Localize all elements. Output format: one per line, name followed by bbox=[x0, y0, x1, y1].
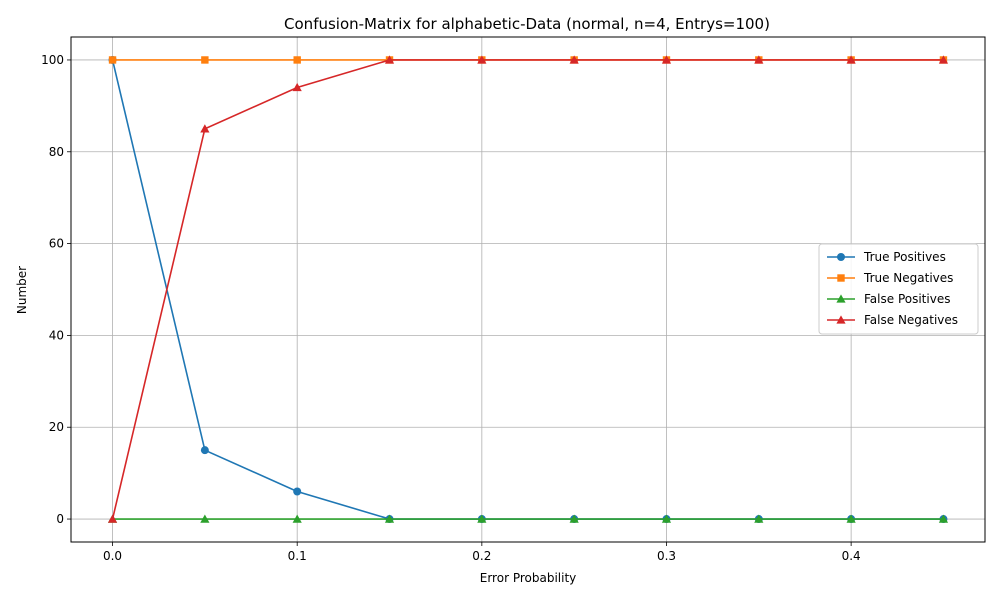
data-point-false-positives bbox=[661, 514, 672, 523]
data-point-false-positives bbox=[846, 514, 856, 523]
data-point-true-negatives bbox=[293, 56, 301, 64]
data-point-false-positives bbox=[938, 514, 949, 523]
y-tick-label: 20 bbox=[49, 420, 64, 434]
data-point-false-positives bbox=[384, 514, 395, 523]
legend-label: True Negatives bbox=[863, 271, 953, 285]
data-point-false-positives bbox=[292, 514, 302, 523]
x-tick-label: 0.0 bbox=[103, 549, 122, 563]
data-point-false-negatives bbox=[661, 55, 672, 64]
data-point-true-positives bbox=[200, 446, 209, 455]
data-point-false-negatives bbox=[292, 82, 302, 92]
legend-marker bbox=[836, 294, 846, 303]
legend-box bbox=[818, 243, 979, 335]
x-axis-label: Error Probability bbox=[480, 571, 577, 585]
data-point-false-negatives bbox=[384, 55, 395, 64]
data-point-false-negatives bbox=[938, 55, 949, 64]
data-point-false-negatives bbox=[107, 514, 118, 523]
y-tick-label: 0 bbox=[56, 512, 64, 526]
data-point-true-negatives bbox=[108, 56, 117, 64]
data-point-false-negatives bbox=[846, 55, 856, 64]
data-point-false-positives bbox=[200, 514, 210, 523]
series-false-negatives bbox=[107, 55, 949, 523]
data-point-false-negatives bbox=[754, 55, 764, 64]
y-tick-label: 80 bbox=[49, 145, 64, 159]
series-layer bbox=[107, 55, 949, 524]
data-point-false-negatives bbox=[477, 55, 487, 64]
axis-ticks: 0.0 0.1 0.2 0.3 0.4 0 20 40 60 80 100 bbox=[41, 53, 861, 563]
y-axis-label: Number bbox=[15, 266, 29, 314]
legend: True Positives True Negatives False Positi… bbox=[818, 243, 979, 335]
legend-label: False Positives bbox=[864, 292, 950, 306]
x-tick-label: 0.4 bbox=[842, 549, 861, 563]
x-tick-label: 0.3 bbox=[657, 549, 676, 563]
legend-entry-false-positives: False Positives bbox=[827, 292, 950, 306]
data-point-true-positives bbox=[293, 487, 302, 496]
data-point-false-negatives bbox=[200, 124, 210, 133]
y-tick-label: 60 bbox=[49, 237, 64, 251]
data-point-true-negatives bbox=[201, 56, 209, 64]
legend-entry-false-negatives: False Negatives bbox=[827, 313, 958, 327]
data-point-false-negatives bbox=[569, 55, 579, 64]
y-tick-label: 100 bbox=[41, 53, 64, 67]
legend-entry-true-positives: True Positives bbox=[827, 250, 946, 264]
chart-title: Confusion-Matrix for alphabetic-Data (no… bbox=[284, 15, 770, 33]
data-point-false-positives bbox=[477, 514, 487, 523]
legend-label: True Positives bbox=[863, 250, 946, 264]
legend-entry-true-negatives: True Negatives bbox=[827, 271, 953, 285]
y-tick-label: 40 bbox=[49, 328, 64, 342]
data-point-false-positives bbox=[569, 514, 579, 523]
legend-marker bbox=[836, 315, 846, 324]
data-point-false-positives bbox=[754, 514, 764, 523]
legend-label: False Negatives bbox=[864, 313, 958, 327]
x-tick-label: 0.2 bbox=[472, 549, 491, 563]
legend-marker bbox=[837, 274, 845, 282]
x-tick-label: 0.1 bbox=[288, 549, 307, 563]
series-line-false-negatives bbox=[111, 59, 944, 520]
legend-marker bbox=[837, 253, 845, 261]
plot-frame bbox=[70, 36, 986, 543]
